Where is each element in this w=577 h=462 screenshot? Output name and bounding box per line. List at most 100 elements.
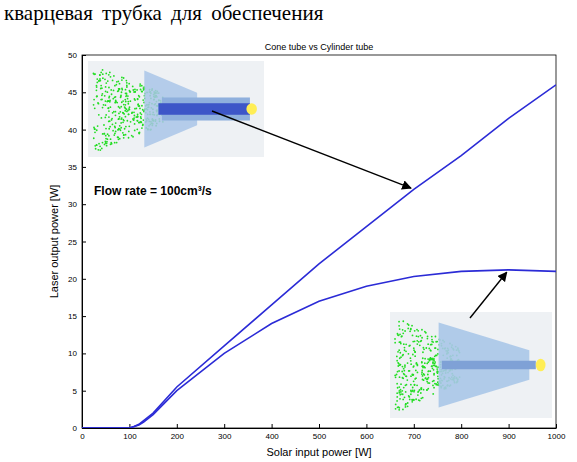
- ray-dot: [128, 131, 130, 133]
- ray-dot: [404, 396, 406, 398]
- ray-dot: [125, 134, 127, 136]
- ray-dot: [139, 112, 141, 114]
- ray-dot: [407, 327, 409, 329]
- ray-dot: [436, 370, 438, 372]
- ray-dot: [137, 98, 139, 100]
- ray-dot: [398, 407, 400, 409]
- ray-dot: [405, 403, 407, 405]
- ray-dot: [119, 125, 121, 127]
- ray-dot: [402, 366, 404, 368]
- ray-dot: [115, 96, 117, 98]
- x-tick-mark: [177, 424, 178, 428]
- ray-dot: [116, 142, 118, 144]
- ray-dot: [414, 355, 416, 357]
- ray-dot: [405, 406, 407, 408]
- ray-dot: [433, 369, 435, 371]
- ray-dot: [120, 94, 122, 96]
- ray-dot: [109, 120, 111, 122]
- ray-dot: [141, 91, 143, 93]
- ray-dot: [125, 80, 127, 82]
- ray-dot: [123, 120, 125, 122]
- ray-dot: [416, 362, 418, 364]
- ray-dot: [435, 336, 437, 338]
- ray-dot: [93, 137, 95, 139]
- ray-dot: [403, 387, 405, 389]
- plot-area: [82, 55, 556, 428]
- ray-dot: [125, 116, 127, 118]
- ray-dot: [97, 102, 99, 104]
- y-tick-label: 20: [68, 275, 77, 284]
- ray-dot: [394, 374, 396, 376]
- ray-dot: [434, 363, 436, 365]
- series-line: [82, 270, 556, 428]
- ray-dot: [423, 374, 425, 376]
- ray-dot: [107, 100, 109, 102]
- ray-dot: [403, 368, 405, 370]
- ray-dot: [425, 332, 427, 334]
- ray-dot: [102, 107, 104, 109]
- laser-rod: [158, 103, 250, 115]
- ray-dot: [404, 347, 406, 349]
- ray-dot: [96, 89, 98, 91]
- ray-dot: [415, 363, 417, 365]
- ray-dot: [430, 357, 432, 359]
- ray-dot: [98, 114, 100, 116]
- ray-dot: [94, 73, 96, 75]
- ray-dot: [94, 128, 96, 130]
- ray-dot: [129, 109, 131, 111]
- x-tick-label: 1000: [548, 432, 566, 441]
- ray-dot: [113, 75, 115, 77]
- ray-dot: [120, 129, 122, 131]
- ray-dot: [124, 99, 126, 101]
- ray-dot: [115, 130, 117, 132]
- ray-dot: [398, 325, 400, 327]
- ray-dot: [396, 400, 398, 402]
- ray-dot: [437, 349, 439, 351]
- ray-dot: [426, 379, 428, 381]
- ray-dot: [131, 111, 133, 113]
- ray-dot: [119, 138, 121, 140]
- ray-dot: [137, 120, 139, 122]
- ray-dot: [395, 408, 397, 410]
- ray-dot: [94, 128, 96, 130]
- x-tick: 200: [171, 424, 185, 441]
- x-tick-label: 900: [502, 432, 516, 441]
- ray-dot: [134, 91, 136, 93]
- ray-dot: [396, 355, 398, 357]
- ray-dot: [122, 100, 124, 102]
- ray-dot: [427, 374, 429, 376]
- x-tick-mark: [319, 424, 320, 428]
- ray-dot: [405, 343, 407, 345]
- ray-dot: [119, 111, 121, 113]
- ray-dot: [409, 370, 411, 372]
- plot-frame: [82, 55, 556, 428]
- ray-dot: [431, 359, 433, 361]
- ray-dot: [431, 365, 433, 367]
- ray-dot: [423, 348, 425, 350]
- ray-dot: [127, 98, 129, 100]
- ray-dot: [398, 334, 400, 336]
- ray-dot: [120, 122, 122, 124]
- ray-dot: [123, 77, 125, 79]
- ray-dot: [133, 117, 135, 119]
- ray-dot: [138, 105, 140, 107]
- ray-dot: [104, 116, 106, 118]
- ray-dot: [427, 358, 429, 360]
- ray-dot: [414, 389, 416, 391]
- y-tick-label: 0: [73, 424, 78, 433]
- ray-dot: [413, 347, 415, 349]
- ray-dot: [400, 389, 402, 391]
- ray-dot: [129, 100, 131, 102]
- ray-dot: [415, 377, 417, 379]
- ray-dot: [396, 360, 398, 362]
- ray-dot: [434, 383, 436, 385]
- ray-dot: [402, 320, 404, 322]
- ray-dot: [106, 145, 108, 147]
- ray-dot: [404, 330, 406, 332]
- ray-dot: [408, 324, 410, 326]
- ray-dot: [399, 376, 401, 378]
- ray-dot: [125, 89, 127, 91]
- ray-dot: [400, 364, 402, 366]
- x-tick-label: 100: [123, 432, 137, 441]
- ray-dot: [433, 373, 435, 375]
